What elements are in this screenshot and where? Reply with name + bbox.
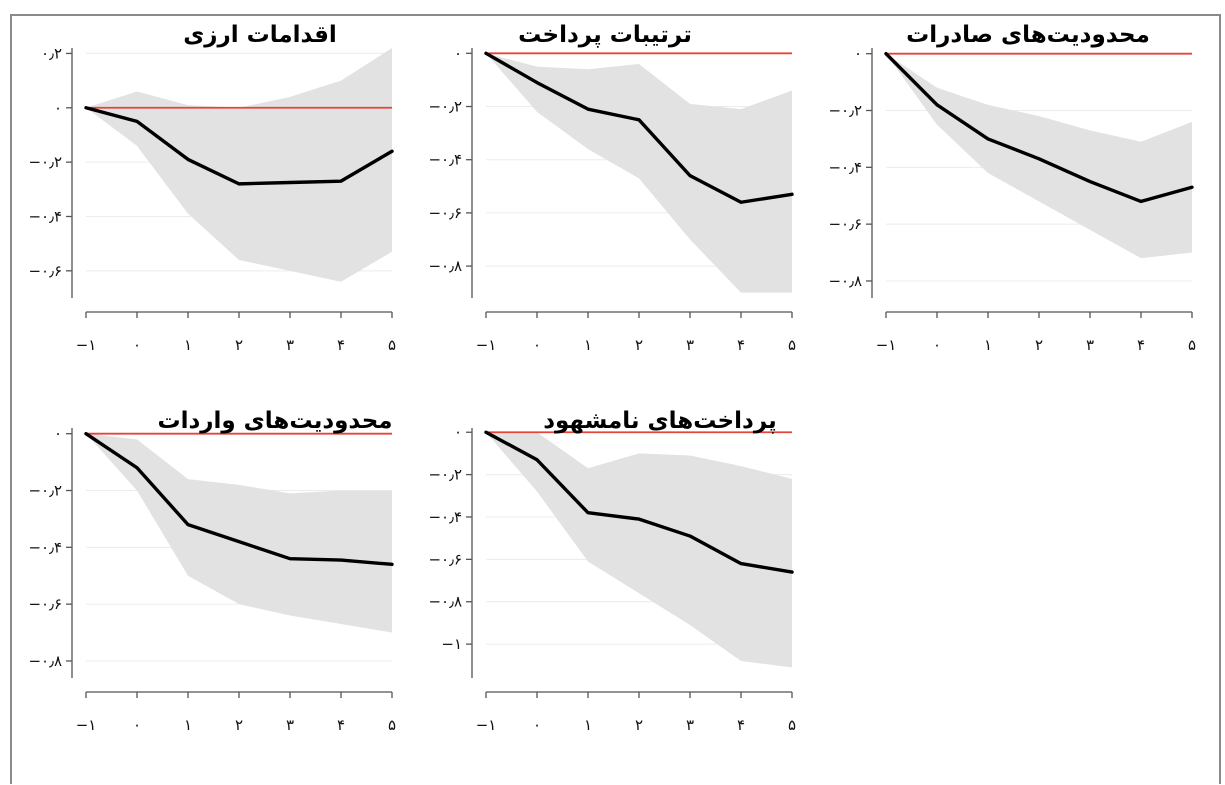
panel-payment-arrangements: ۰ −۰٫۲ −۰٫۴ −۰٫۶ −۰٫۸ −۱ ۰ ۱ ۲ ۳ ۴ ۵ ترتیبات پرداخت: [428, 22, 796, 354]
estimate-line: [84, 106, 394, 186]
x-tick-label: −۱: [476, 716, 497, 734]
confidence-band: [86, 48, 392, 282]
x-tick-label: ۰: [133, 716, 141, 734]
y-tick-label: −۰٫۴: [28, 538, 62, 556]
y-tick-label: −۰٫۴: [828, 158, 862, 176]
estimate-line: [484, 430, 794, 574]
x-tick-label: ۴: [737, 716, 745, 734]
x-tick-label: ۰: [133, 336, 141, 354]
x-tick-label: ۵: [388, 716, 396, 734]
y-tick-label: ۰: [454, 423, 462, 441]
x-tick-label: ۱: [584, 716, 592, 734]
x-tick-label: ۱: [184, 336, 192, 354]
panel-currency-measures: ۰٫۲ ۰ −۰٫۲ −۰٫۴ −۰٫۶ −۱ ۰ ۱ ۲ ۳ ۴ ۵ اقدامات ارزی: [28, 22, 396, 354]
confidence-band: [86, 433, 392, 633]
x-tick-label: ۴: [737, 336, 745, 354]
x-tick-label: ۲: [235, 336, 243, 354]
x-tick-label: ۱: [184, 716, 192, 734]
x-tick-label: ۰: [533, 336, 541, 354]
panel-intangible-payments: ۰ −۰٫۲ −۰٫۴ −۰٫۶ −۰٫۸ −۱ −۱ ۰ ۱ ۲ ۳ ۴ ۵ پرداخت‌های نا…: [428, 408, 796, 734]
x-tick-label: ۳: [286, 336, 294, 354]
y-tick-label: −۰٫۲: [828, 102, 862, 120]
x-tick-label: −۱: [76, 716, 97, 734]
y-tick-label: −۰٫۲: [428, 98, 462, 116]
estimate-line: [884, 51, 1194, 204]
estimate-line: [84, 431, 394, 567]
x-tick-label: ۱: [584, 336, 592, 354]
y-tick-label: −۰٫۶: [828, 215, 862, 233]
y-tick-label: −۰٫۴: [28, 207, 62, 225]
x-tick-label: ۰: [533, 716, 541, 734]
y-tick-label: ۰٫۲: [41, 44, 62, 62]
x-tick-label: ۴: [1137, 336, 1145, 354]
x-tick-label: −۱: [876, 336, 897, 354]
confidence-band: [486, 53, 792, 293]
y-tick-label: −۰٫۸: [428, 593, 462, 611]
y-tick-label: −۰٫۶: [28, 262, 62, 280]
x-tick-label: ۲: [635, 336, 643, 354]
y-tick-label: −۰٫۲: [28, 153, 62, 171]
x-tick-label: ۴: [337, 716, 345, 734]
panel-title: ترتیبات پرداخت: [518, 22, 692, 48]
x-tick-label: ۲: [1035, 336, 1043, 354]
figure-frame: [10, 14, 1221, 784]
x-tick-label: ۵: [788, 336, 796, 354]
y-tick-label: −۰٫۸: [428, 257, 462, 275]
x-tick-label: ۵: [388, 336, 396, 354]
y-tick-label: ۰: [854, 45, 862, 63]
panel-title: اقدامات ارزی: [183, 22, 337, 48]
x-tick-label: ۱: [984, 336, 992, 354]
y-tick-label: ۰: [454, 44, 462, 62]
y-tick-label: −۰٫۴: [428, 508, 462, 526]
confidence-band: [486, 432, 792, 668]
confidence-band: [886, 53, 1192, 259]
x-tick-label: −۱: [476, 336, 497, 354]
x-tick-label: ۲: [635, 716, 643, 734]
x-tick-label: ۵: [1188, 336, 1196, 354]
x-tick-label: ۳: [686, 716, 694, 734]
y-tick-label: ۰: [54, 99, 62, 117]
estimate-line: [484, 51, 794, 204]
y-tick-label: −۰٫۶: [428, 550, 462, 568]
x-tick-label: ۳: [286, 716, 294, 734]
y-tick-label: −۰٫۸: [28, 652, 62, 670]
y-tick-label: −۰٫۶: [28, 595, 62, 613]
y-tick-label: −۰٫۸: [828, 272, 862, 290]
panel-title: محدودیت‌های صادرات: [906, 22, 1150, 48]
y-tick-label: ۰: [54, 425, 62, 443]
x-tick-label: −۱: [76, 336, 97, 354]
x-tick-label: ۳: [1086, 336, 1094, 354]
x-tick-label: ۴: [337, 336, 345, 354]
x-tick-label: ۰: [933, 336, 941, 354]
y-tick-label: −۰٫۴: [428, 151, 462, 169]
panel-title: پرداخت‌های نامشهود: [543, 408, 777, 434]
panel-title: محدودیت‌های واردات: [157, 408, 392, 434]
y-tick-label: −۰٫۶: [428, 204, 462, 222]
y-tick-label: −۱: [441, 635, 462, 653]
x-tick-label: ۲: [235, 716, 243, 734]
panel-import-restrictions: ۰ −۰٫۲ −۰٫۴ −۰٫۶ −۰٫۸ −۱ ۰ ۱ ۲ ۳ ۴ ۵ محدودیت‌های وار…: [28, 408, 396, 734]
x-tick-label: ۵: [788, 716, 796, 734]
x-tick-label: ۳: [686, 336, 694, 354]
panel-export-restrictions: ۰ −۰٫۲ −۰٫۴ −۰٫۶ −۰٫۸ −۱ ۰ ۱ ۲ ۳ ۴ ۵ محدودیت‌های صاد…: [828, 22, 1196, 354]
y-tick-label: −۰٫۲: [28, 482, 62, 500]
y-tick-label: −۰٫۲: [428, 466, 462, 484]
